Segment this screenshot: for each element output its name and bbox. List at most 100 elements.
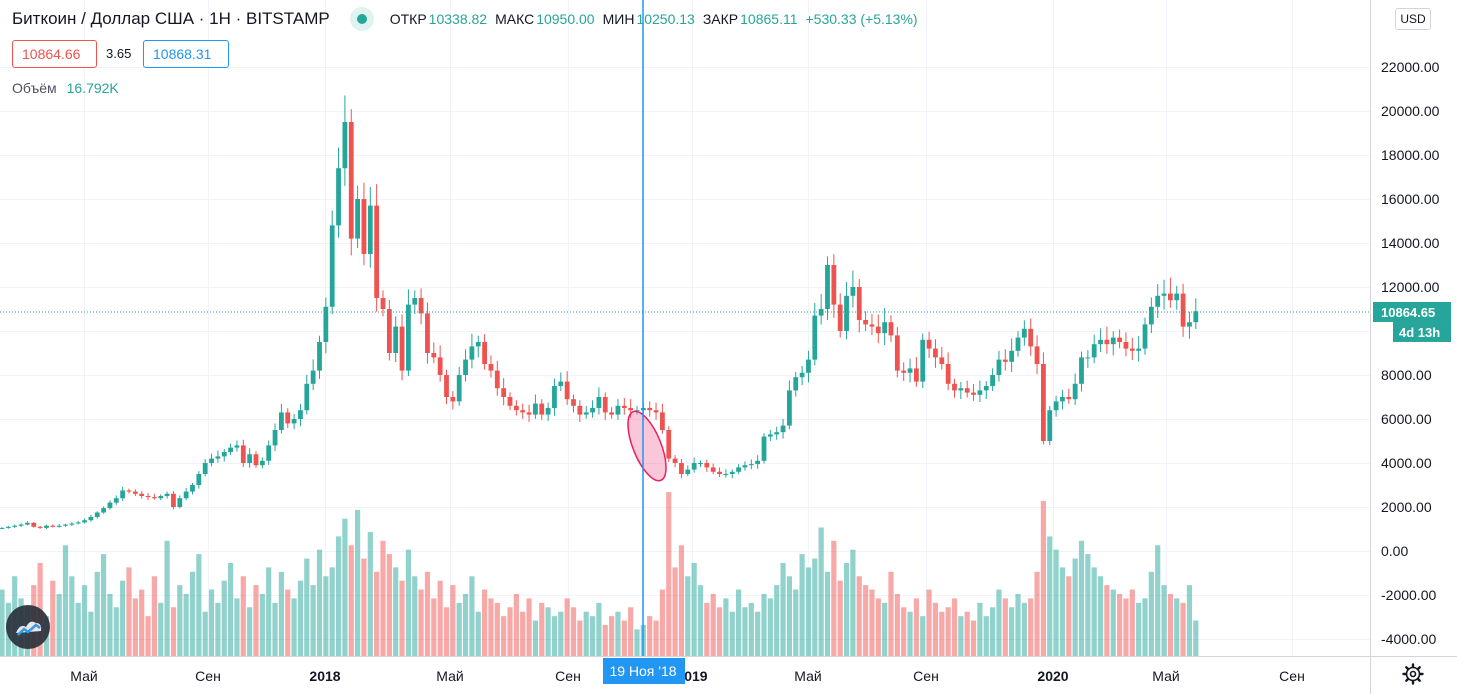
volume-bar — [964, 611, 970, 656]
time-axis-ticks: Май Сен 2018 Май Сен 2019 Май Сен 2020 Май Сен — [70, 668, 1305, 684]
candle — [1072, 373, 1078, 405]
volume-bar — [888, 571, 894, 656]
candle — [412, 290, 418, 314]
candle — [1174, 285, 1180, 310]
volume-bar — [183, 593, 189, 656]
volume-bar — [812, 558, 818, 656]
spread-value: 3.65 — [106, 46, 132, 61]
volume-bar — [939, 611, 945, 656]
volume-bar — [355, 509, 361, 656]
volume-bar — [202, 611, 208, 656]
candle — [0, 527, 5, 530]
volume-bar — [958, 616, 964, 656]
volume-bar — [329, 567, 335, 656]
volume-bar — [945, 607, 951, 656]
volume-bar — [666, 492, 672, 656]
candle — [183, 487, 189, 501]
volume-bar — [266, 567, 272, 656]
candle — [958, 382, 964, 400]
candle — [253, 451, 259, 468]
volume-bar — [1174, 598, 1180, 656]
candle — [577, 400, 583, 422]
candle — [450, 391, 456, 410]
candle — [221, 449, 227, 462]
candle — [386, 299, 392, 361]
candle — [406, 289, 411, 377]
candle — [132, 489, 138, 496]
buy-price-button[interactable]: 10868.31 — [143, 40, 229, 68]
volume-bar — [1040, 500, 1046, 656]
volume-bar — [704, 602, 710, 656]
candle — [863, 311, 868, 332]
currency-button[interactable]: USD — [1395, 8, 1431, 30]
volume-bar — [1129, 589, 1135, 656]
candle — [691, 457, 697, 473]
last-price-label: 10864.65 — [1381, 305, 1435, 320]
candle — [215, 450, 221, 463]
volume-bar — [1142, 598, 1148, 656]
volume-bar — [545, 607, 551, 656]
volume-bar — [113, 607, 119, 656]
volume-bar — [1117, 593, 1123, 656]
candle — [996, 350, 1002, 382]
tradingview-logo-icon[interactable] — [6, 605, 50, 649]
candle — [1053, 395, 1059, 417]
volume-bar — [405, 549, 411, 656]
volume-bar — [253, 585, 259, 656]
candle — [399, 314, 405, 381]
volume-bar — [920, 616, 926, 656]
volume-bar — [456, 602, 462, 656]
symbol-title[interactable]: Биткоин / Доллар США · 1H · BITSTAMP — [12, 9, 330, 28]
volume-bar — [1059, 567, 1066, 656]
volume-bar — [335, 536, 342, 656]
candle — [926, 331, 932, 358]
candle — [1104, 326, 1110, 354]
candle — [812, 302, 818, 366]
volume-bar — [863, 585, 869, 656]
volume-bar — [101, 554, 107, 656]
sell-price-button[interactable]: 10864.66 — [12, 40, 97, 68]
volume-bar — [323, 576, 329, 656]
volume-bar — [793, 589, 799, 656]
volume-bar — [291, 598, 297, 656]
candle — [679, 458, 684, 479]
candle — [228, 443, 233, 455]
gear-icon[interactable] — [1401, 662, 1425, 686]
candle — [463, 349, 468, 382]
volume-bar — [774, 585, 780, 656]
candle — [526, 404, 532, 422]
volume-bar — [951, 598, 958, 656]
price-tick-label: 12000.00 — [1381, 279, 1440, 295]
candle — [1123, 332, 1129, 357]
candle — [69, 522, 75, 527]
volume-bar — [729, 611, 735, 656]
candle — [56, 524, 62, 528]
candle — [82, 518, 87, 524]
volume-bar — [780, 562, 786, 656]
volume-bar — [348, 545, 354, 656]
candle — [799, 366, 805, 386]
volume-bar — [824, 571, 831, 656]
volume-bar — [272, 602, 278, 656]
volume-bar — [869, 589, 875, 656]
volume-bar — [520, 611, 526, 656]
candle — [336, 147, 341, 238]
price-tick-label: -2000.00 — [1381, 587, 1436, 603]
volume-bar — [996, 589, 1002, 656]
candle — [113, 495, 119, 505]
candle — [75, 521, 81, 525]
candle — [94, 511, 100, 519]
volume-bar — [875, 598, 881, 656]
candle — [710, 463, 716, 475]
candle — [602, 392, 608, 420]
candle — [101, 506, 106, 514]
candle — [50, 524, 56, 528]
candle — [190, 483, 195, 495]
volume-bar — [196, 554, 202, 656]
candle — [5, 525, 11, 529]
candle — [787, 380, 792, 430]
price-tick-label: -4000.00 — [1381, 631, 1436, 647]
volume-bar — [145, 616, 151, 656]
volume-bar — [634, 629, 640, 656]
